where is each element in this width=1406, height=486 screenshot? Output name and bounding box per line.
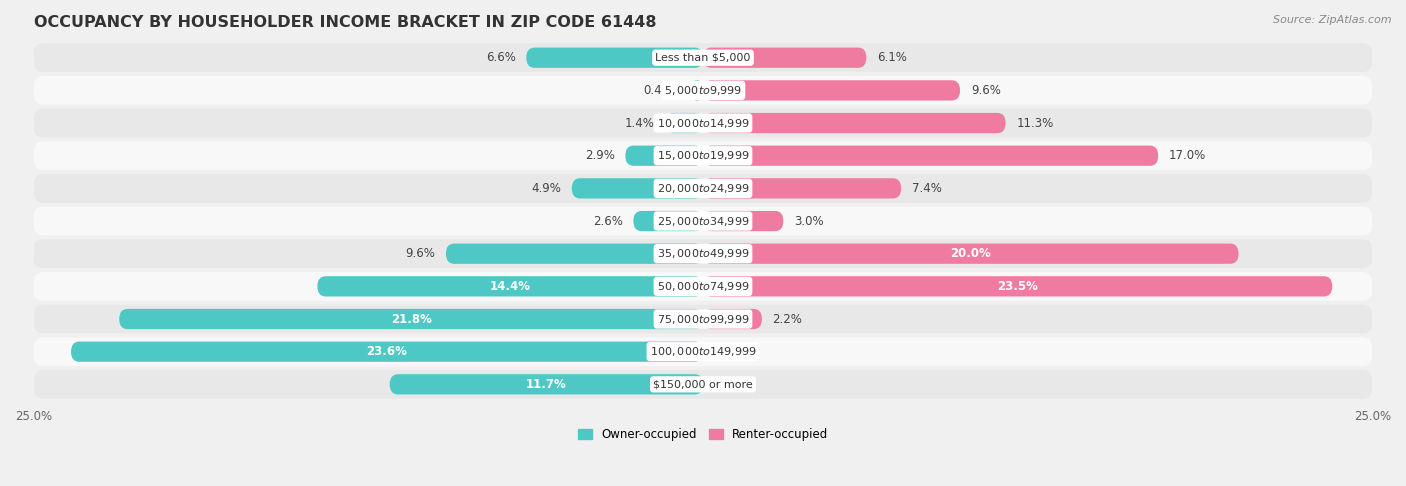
FancyBboxPatch shape	[626, 146, 703, 166]
Text: $150,000 or more: $150,000 or more	[654, 380, 752, 389]
Text: $20,000 to $24,999: $20,000 to $24,999	[657, 182, 749, 195]
Text: $100,000 to $149,999: $100,000 to $149,999	[650, 345, 756, 358]
FancyBboxPatch shape	[34, 370, 1372, 399]
FancyBboxPatch shape	[703, 309, 762, 329]
FancyBboxPatch shape	[690, 80, 703, 101]
Text: 20.0%: 20.0%	[950, 247, 991, 260]
Text: Source: ZipAtlas.com: Source: ZipAtlas.com	[1274, 15, 1392, 25]
FancyBboxPatch shape	[446, 243, 703, 264]
FancyBboxPatch shape	[703, 146, 1159, 166]
FancyBboxPatch shape	[34, 272, 1372, 301]
Text: 11.7%: 11.7%	[526, 378, 567, 391]
Text: 9.6%: 9.6%	[970, 84, 1001, 97]
FancyBboxPatch shape	[34, 207, 1372, 235]
FancyBboxPatch shape	[318, 276, 703, 296]
Text: $25,000 to $34,999: $25,000 to $34,999	[657, 214, 749, 227]
Text: 23.5%: 23.5%	[997, 280, 1038, 293]
Text: 14.4%: 14.4%	[489, 280, 530, 293]
FancyBboxPatch shape	[633, 211, 703, 231]
Text: $10,000 to $14,999: $10,000 to $14,999	[657, 117, 749, 130]
FancyBboxPatch shape	[665, 113, 703, 133]
FancyBboxPatch shape	[34, 305, 1372, 333]
Text: 23.6%: 23.6%	[367, 345, 408, 358]
FancyBboxPatch shape	[34, 239, 1372, 268]
Text: 3.0%: 3.0%	[794, 214, 824, 227]
Text: 11.3%: 11.3%	[1017, 117, 1053, 130]
FancyBboxPatch shape	[703, 276, 1333, 296]
FancyBboxPatch shape	[703, 80, 960, 101]
Text: 1.4%: 1.4%	[624, 117, 655, 130]
Legend: Owner-occupied, Renter-occupied: Owner-occupied, Renter-occupied	[572, 423, 834, 446]
Text: 6.6%: 6.6%	[485, 51, 516, 64]
Text: 2.6%: 2.6%	[593, 214, 623, 227]
Text: 4.9%: 4.9%	[531, 182, 561, 195]
FancyBboxPatch shape	[389, 374, 703, 395]
Text: $35,000 to $49,999: $35,000 to $49,999	[657, 247, 749, 260]
FancyBboxPatch shape	[703, 243, 1239, 264]
Text: 7.4%: 7.4%	[912, 182, 942, 195]
Text: 9.6%: 9.6%	[405, 247, 436, 260]
Text: 2.9%: 2.9%	[585, 149, 614, 162]
Text: 2.2%: 2.2%	[773, 312, 803, 326]
Text: $75,000 to $99,999: $75,000 to $99,999	[657, 312, 749, 326]
Text: 17.0%: 17.0%	[1168, 149, 1206, 162]
FancyBboxPatch shape	[526, 48, 703, 68]
Text: OCCUPANCY BY HOUSEHOLDER INCOME BRACKET IN ZIP CODE 61448: OCCUPANCY BY HOUSEHOLDER INCOME BRACKET …	[34, 15, 657, 30]
FancyBboxPatch shape	[34, 76, 1372, 105]
FancyBboxPatch shape	[120, 309, 703, 329]
FancyBboxPatch shape	[72, 342, 703, 362]
FancyBboxPatch shape	[703, 48, 866, 68]
FancyBboxPatch shape	[34, 43, 1372, 72]
FancyBboxPatch shape	[703, 211, 783, 231]
FancyBboxPatch shape	[572, 178, 703, 198]
FancyBboxPatch shape	[34, 174, 1372, 203]
Text: 6.1%: 6.1%	[877, 51, 907, 64]
Text: $50,000 to $74,999: $50,000 to $74,999	[657, 280, 749, 293]
FancyBboxPatch shape	[703, 178, 901, 198]
FancyBboxPatch shape	[34, 141, 1372, 170]
FancyBboxPatch shape	[34, 109, 1372, 138]
Text: $5,000 to $9,999: $5,000 to $9,999	[664, 84, 742, 97]
FancyBboxPatch shape	[34, 337, 1372, 366]
Text: 21.8%: 21.8%	[391, 312, 432, 326]
Text: Less than $5,000: Less than $5,000	[655, 52, 751, 63]
Text: $15,000 to $19,999: $15,000 to $19,999	[657, 149, 749, 162]
Text: 0.45%: 0.45%	[643, 84, 681, 97]
FancyBboxPatch shape	[703, 113, 1005, 133]
